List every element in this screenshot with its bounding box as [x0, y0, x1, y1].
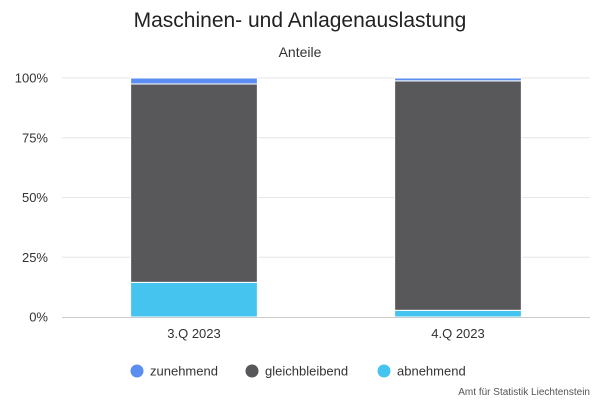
bar-segment-abnehmend [394, 309, 522, 318]
y-tick-label: 75% [22, 130, 48, 145]
legend-label-gleichbleibend: gleichbleibend [265, 364, 348, 379]
bar-segment-abnehmend [130, 281, 258, 318]
y-tick-label: 0% [29, 310, 48, 325]
bar-segment-zunehmend [394, 77, 522, 82]
chart-title: Maschinen- und Anlagenauslastung [134, 9, 467, 32]
chart-subtitle: Anteile [279, 44, 322, 60]
legend: zunehmend gleichbleibend abnehmend [130, 364, 466, 379]
legend-label-zunehmend: zunehmend [150, 364, 218, 379]
y-tick-label: 50% [22, 190, 48, 205]
legend-marker-zunehmend [130, 364, 144, 378]
bars [130, 77, 522, 318]
bar-segment-zunehmend [130, 77, 258, 85]
bar-segment-gleichbleibend [130, 83, 258, 283]
x-tick-label: 3.Q 2023 [167, 326, 221, 341]
legend-marker-gleichbleibend [245, 364, 259, 378]
chart-credit: Amt für Statistik Liechtenstein [458, 387, 590, 398]
x-axis: 3.Q 2023 4.Q 2023 [62, 317, 590, 341]
bar-segment-gleichbleibend [394, 80, 522, 311]
y-tick-label: 100% [15, 71, 49, 86]
y-tick-label: 25% [22, 250, 48, 265]
legend-marker-abnehmend [377, 364, 391, 378]
legend-label-abnehmend: abnehmend [397, 364, 466, 379]
x-tick-label: 4.Q 2023 [431, 326, 485, 341]
